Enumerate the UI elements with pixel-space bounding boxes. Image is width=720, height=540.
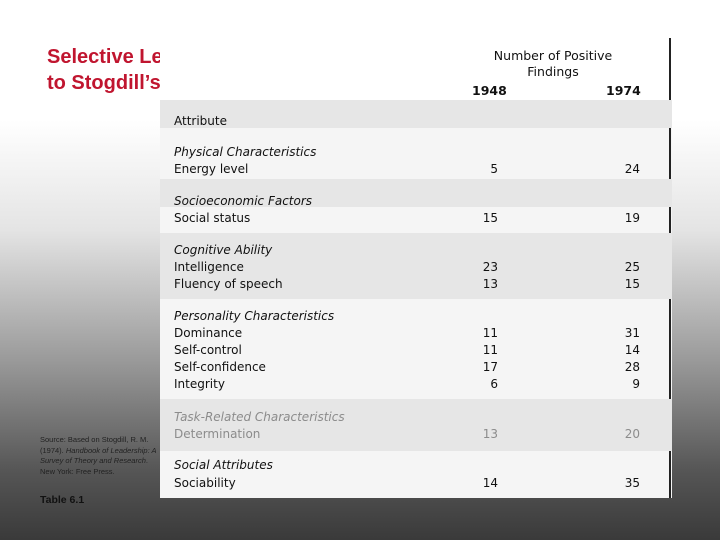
value-1948: 17 — [482, 360, 498, 374]
value-1974: 28 — [624, 360, 640, 374]
attribute-label: Integrity — [174, 377, 225, 391]
table-row: Self-control 11 14 — [174, 343, 654, 360]
table-row: Fluency of speech 13 15 — [174, 277, 654, 294]
attribute-label: Social status — [174, 211, 251, 225]
category-row: Personality Characteristics — [174, 309, 654, 326]
table-band — [160, 100, 672, 128]
value-1948: 5 — [490, 162, 498, 176]
year-1948-header: 1948 — [472, 83, 507, 98]
positive-findings-header: Number of Positive Findings — [493, 48, 613, 79]
value-1974: 15 — [624, 277, 640, 291]
value-1974: 14 — [624, 343, 640, 357]
source-book-title: Handbook of Leadership: A Survey of Theo… — [40, 445, 157, 466]
value-1948: 23 — [482, 260, 498, 274]
year-1974-header: 1974 — [606, 83, 641, 98]
value-1974: 24 — [624, 162, 640, 176]
attribute-label: Self-confidence — [174, 360, 266, 374]
value-1948: 13 — [482, 277, 498, 291]
value-1974: 19 — [624, 211, 640, 225]
category-label: Socioeconomic Factors — [174, 194, 313, 208]
value-1948: 11 — [482, 326, 498, 340]
attribute-column-header: Attribute — [174, 114, 654, 131]
table-band — [160, 179, 672, 207]
attribute-label: Sociability — [174, 476, 236, 490]
source-suffix: . New York: Free Press. — [40, 456, 148, 476]
value-1974: 35 — [624, 476, 640, 490]
value-1974: 31 — [624, 326, 640, 340]
category-label: Personality Characteristics — [174, 309, 335, 323]
source-prefix: Source: Based on Stogdill, R. M. (1974). — [40, 435, 149, 455]
attribute-label: Self-control — [174, 343, 242, 357]
attribute-label: Determination — [174, 427, 261, 441]
attribute-header-label: Attribute — [174, 114, 227, 128]
table-row: Intelligence 23 25 — [174, 260, 654, 277]
attribute-label: Intelligence — [174, 260, 244, 274]
table-figure: Number of Positive Findings 1948 1974 At… — [160, 38, 672, 498]
table-row: Social status 15 19 — [174, 211, 654, 228]
value-1948: 6 — [490, 377, 498, 391]
table-row: Self-confidence 17 28 — [174, 360, 654, 377]
attribute-label: Dominance — [174, 326, 243, 340]
table-band — [160, 233, 672, 299]
category-label: Cognitive Ability — [174, 243, 273, 257]
attribute-label: Energy level — [174, 162, 249, 176]
table-row: Sociability 14 35 — [174, 476, 654, 493]
category-label: Physical Characteristics — [174, 145, 317, 159]
category-label: Task-Related Characteristics — [174, 410, 345, 424]
value-1974: 9 — [632, 377, 640, 391]
category-row: Physical Characteristics — [174, 145, 654, 162]
source-note: Source: Based on Stogdill, R. M. (1974).… — [40, 435, 158, 477]
value-1948: 13 — [482, 427, 498, 441]
category-row: Social Attributes — [174, 458, 654, 475]
table-row: Energy level 5 24 — [174, 162, 654, 179]
value-1948: 15 — [482, 211, 498, 225]
table-row: Integrity 6 9 — [174, 377, 654, 394]
category-row: Socioeconomic Factors — [174, 194, 654, 211]
value-1948: 14 — [482, 476, 498, 490]
table-band — [160, 399, 672, 451]
category-row: Task-Related Characteristics — [174, 410, 654, 427]
table-row: Dominance 11 31 — [174, 326, 654, 343]
table-row: Determination 13 20 — [174, 427, 654, 444]
value-1974: 20 — [624, 427, 640, 441]
attribute-label: Fluency of speech — [174, 277, 283, 291]
table-header-area — [160, 38, 672, 101]
value-1948: 11 — [482, 343, 498, 357]
value-1974: 25 — [624, 260, 640, 274]
category-label: Social Attributes — [174, 458, 273, 472]
category-row: Cognitive Ability — [174, 243, 654, 260]
table-number-label: Table 6.1 — [40, 494, 85, 506]
